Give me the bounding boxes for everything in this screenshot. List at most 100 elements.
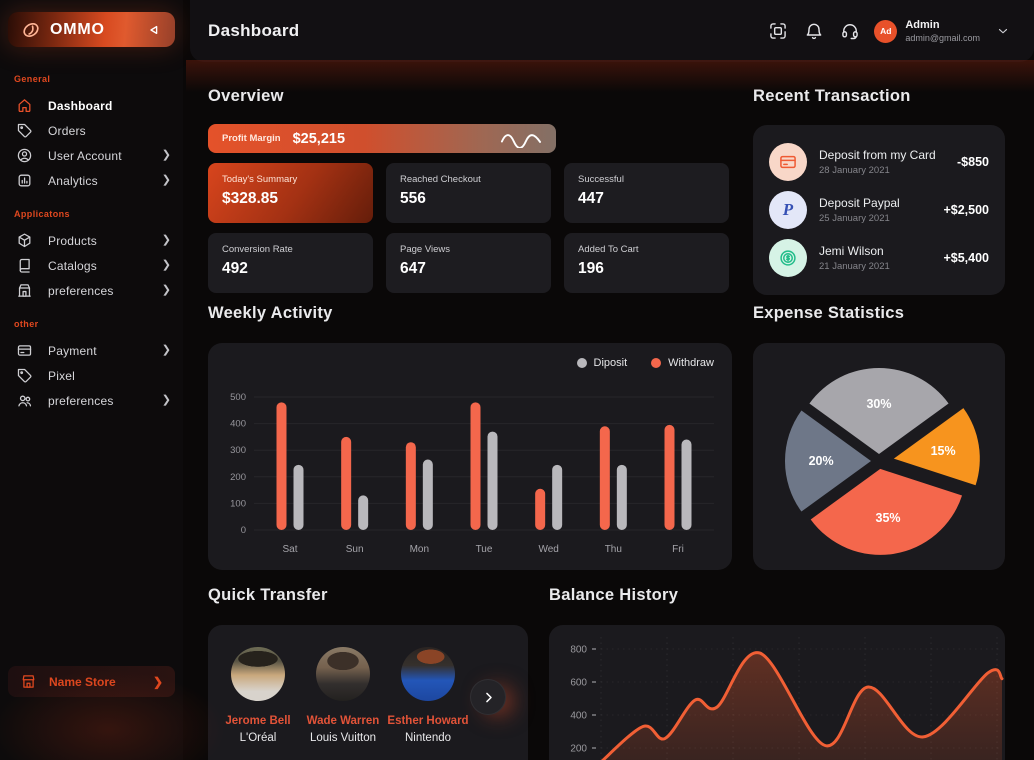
stat-card-page-views: Page Views 647: [386, 233, 551, 293]
sidebar-item-user-account[interactable]: User Account ❯: [0, 143, 183, 168]
svg-text:Sat: Sat: [282, 544, 297, 555]
quick-transfer-next-button[interactable]: [470, 679, 506, 715]
stat-label: Successful: [578, 174, 624, 185]
contact-avatar: [316, 647, 370, 701]
tag-icon: [16, 122, 33, 139]
user-email: admin@gmail.com: [905, 32, 980, 43]
svg-text:800: 800: [570, 645, 587, 656]
user-menu[interactable]: Ad Admin admin@gmail.com: [874, 19, 1010, 43]
chevron-right-icon: ❯: [161, 259, 171, 271]
bell-icon[interactable]: [804, 21, 824, 41]
sidebar-nav: General Dashboard Orders User Account ❯ Analy…: [0, 58, 183, 413]
svg-text:35%: 35%: [876, 511, 901, 525]
contact-company: Louis Vuitton: [309, 732, 377, 744]
chevron-down-icon: [996, 24, 1010, 38]
transaction-date: 21 January 2021: [819, 261, 890, 272]
sidebar-section-label: General: [14, 74, 51, 84]
users-icon: [16, 392, 33, 409]
name-store-button[interactable]: Name Store ❯: [8, 666, 175, 697]
sidebar-item-products[interactable]: Products ❯: [0, 228, 183, 253]
collapse-sidebar-icon[interactable]: [145, 21, 163, 39]
transfer-contact-esther-howard[interactable]: Esther Howard Nintendo: [380, 647, 476, 744]
logo-text: OMMO: [50, 20, 105, 38]
sidebar-item-pixel[interactable]: Pixel: [0, 363, 183, 388]
sidebar-item-orders[interactable]: Orders: [0, 118, 183, 143]
chevron-right-icon: ❯: [161, 344, 171, 356]
sidebar-item-catalogs[interactable]: Catalogs ❯: [0, 253, 183, 278]
quick-transfer-card: Jerome Bell L'Oréal Wade Warren Louis Vuitt…: [208, 625, 528, 760]
svg-text:30%: 30%: [866, 397, 891, 411]
sidebar-item-analytics[interactable]: Analytics ❯: [0, 168, 183, 193]
svg-text:400: 400: [570, 711, 587, 722]
svg-text:Tue: Tue: [476, 544, 493, 555]
legend-item: Diposit: [576, 357, 627, 369]
stat-card-conversion-rate: Conversion Rate 492: [208, 233, 373, 293]
sidebar-item-label: preferences: [48, 393, 114, 408]
user-icon: [16, 147, 33, 164]
stat-value: 556: [400, 190, 426, 207]
svg-text:Mon: Mon: [410, 544, 429, 555]
expense-pie-chart: 30% 15% 35% 20%: [784, 367, 980, 555]
transfer-contact-jerome-bell[interactable]: Jerome Bell L'Oréal: [210, 647, 306, 744]
sidebar-item-label: User Account: [48, 148, 122, 163]
svg-text:15%: 15%: [931, 444, 956, 458]
top-bar-icons: [768, 21, 860, 41]
sidebar-item-dashboard[interactable]: Dashboard: [0, 93, 183, 118]
transaction-date: 25 January 2021: [819, 213, 890, 224]
expense-statistics-card: 30% 15% 35% 20%: [753, 343, 1005, 570]
expense-statistics-title: Expense Statistics: [753, 304, 905, 322]
logo[interactable]: OMMO: [8, 12, 175, 47]
contact-name: Esther Howard: [387, 715, 469, 727]
sidebar-item-payment[interactable]: Payment ❯: [0, 338, 183, 363]
svg-text:Wed: Wed: [538, 544, 558, 555]
legend-dot-icon: [576, 358, 587, 368]
transaction-title: Deposit from my Card: [819, 148, 936, 162]
page-title: Dashboard: [208, 21, 300, 40]
chevron-right-icon: ❯: [152, 674, 163, 689]
svg-text:Fri: Fri: [672, 544, 684, 555]
transaction-title: Jemi Wilson: [819, 244, 884, 258]
legend-dot-icon: [651, 358, 662, 368]
stat-value: 492: [222, 260, 248, 277]
transaction-date: 28 January 2021: [819, 165, 890, 176]
top-bar: Dashboard A: [190, 0, 1034, 62]
profit-margin-label: Profit Margin: [222, 133, 281, 144]
overview-title: Overview: [208, 87, 284, 105]
weekly-activity-title: Weekly Activity: [208, 304, 333, 322]
support-headset-icon[interactable]: [840, 21, 860, 41]
weekly-activity-chart: 0 100 200 300 400 500 Sat Sun Mon Tue Wed Thu Fri: [230, 392, 714, 555]
sidebar-item-label: Payment: [48, 343, 97, 358]
bank-icon: [16, 282, 33, 299]
svg-text:20%: 20%: [809, 454, 834, 468]
recent-transaction-card: Deposit from my Card 28 January 2021 -$850…: [753, 125, 1005, 295]
contact-avatar: [231, 647, 285, 701]
stat-label: Conversion Rate: [222, 244, 293, 255]
stat-value: 647: [400, 260, 426, 277]
sidebar-item-preferences[interactable]: preferences ❯: [0, 388, 183, 413]
profit-margin-banner: Profit Margin $25,215: [208, 124, 556, 153]
chevron-right-icon: ❯: [161, 394, 171, 406]
fullscreen-icon[interactable]: [768, 21, 788, 41]
contact-company: L'Oréal: [239, 732, 277, 744]
contact-avatar: [401, 647, 455, 701]
profit-margin-value: $25,215: [292, 130, 346, 147]
chevron-right-icon: ❯: [161, 149, 171, 161]
transfer-contact-wade-warren[interactable]: Wade Warren Louis Vuitton: [295, 647, 391, 744]
svg-text:0: 0: [241, 525, 246, 536]
weekly-legend: Diposit Withdraw: [576, 357, 714, 369]
sidebar-item-label: Catalogs: [48, 258, 97, 273]
svg-text:500: 500: [230, 392, 246, 403]
analytics-icon: [16, 172, 33, 189]
svg-text:300: 300: [230, 445, 246, 456]
sidebar-item-preferences[interactable]: preferences ❯: [0, 278, 183, 303]
stat-value: 196: [578, 260, 604, 277]
chevron-right-icon: ❯: [161, 284, 171, 296]
card-icon: [16, 342, 33, 359]
sidebar: OMMO General Dashboard Orders User Account ❯…: [0, 0, 183, 760]
sidebar-item-label: Products: [48, 233, 97, 248]
logo-bean-icon: [20, 19, 42, 41]
name-store-label: Name Store: [49, 674, 116, 689]
quick-transfer-title: Quick Transfer: [208, 586, 328, 604]
stat-value: 447: [578, 190, 604, 207]
